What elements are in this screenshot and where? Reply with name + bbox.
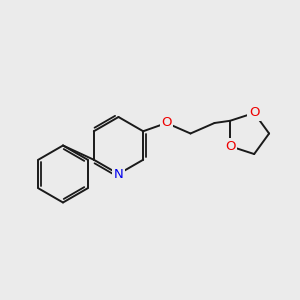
Text: O: O bbox=[161, 116, 172, 130]
Text: O: O bbox=[249, 106, 260, 119]
Text: O: O bbox=[225, 140, 235, 153]
Text: N: N bbox=[114, 167, 123, 181]
